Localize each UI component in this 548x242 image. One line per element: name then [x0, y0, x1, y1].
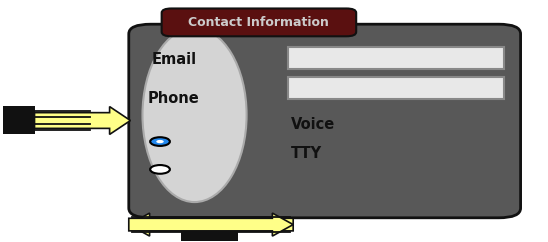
Circle shape [156, 140, 164, 143]
Text: Contact Information: Contact Information [189, 16, 329, 29]
Circle shape [150, 165, 170, 174]
Bar [3, 106, 35, 134]
Bar [181, 227, 238, 241]
Circle shape [150, 137, 170, 146]
Text: Email: Email [152, 52, 197, 67]
Ellipse shape [142, 28, 247, 202]
Bar [288, 47, 504, 69]
FancyBboxPatch shape [129, 24, 521, 218]
FancyArrow shape [129, 213, 293, 236]
Text: Voice: Voice [290, 117, 335, 132]
Text: Phone: Phone [148, 91, 199, 106]
FancyArrow shape [129, 213, 293, 236]
Text: TTY: TTY [290, 146, 322, 161]
Bar [288, 77, 504, 99]
FancyArrow shape [35, 106, 130, 135]
FancyBboxPatch shape [162, 8, 356, 36]
